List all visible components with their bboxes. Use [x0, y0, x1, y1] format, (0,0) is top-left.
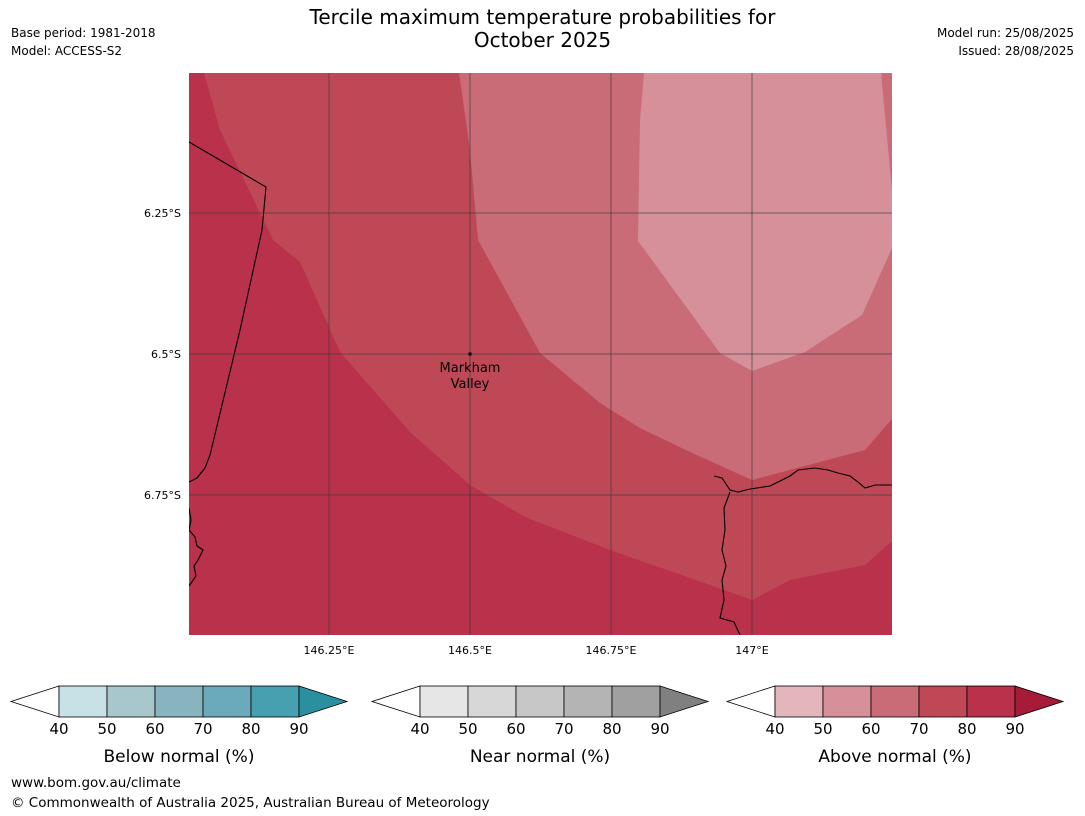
near-normal-colorbar-tick-label: 40 [410, 720, 429, 738]
below-normal-colorbar: 40 50 60 70 80 90 Below normal (%) [9, 685, 349, 767]
near-normal-colorbar-upper-extension [659, 685, 710, 718]
below-normal-colorbar-tick-label: 70 [193, 720, 212, 738]
place-label-line2: Valley [451, 377, 490, 392]
below-normal-colorbar-tick-label: 90 [289, 720, 308, 738]
markham-valley-marker [468, 352, 472, 356]
above-normal-colorbar-segment [870, 685, 920, 718]
near-normal-colorbar-segment [611, 685, 661, 718]
below-normal-colorbar-segment [250, 685, 300, 718]
above-normal-colorbar-segment [918, 685, 968, 718]
base-period-text: Base period: 1981-2018 [11, 26, 156, 40]
above-normal-colorbar-tick-label: 70 [909, 720, 928, 738]
lon-label-146-25: 146.25°E [304, 644, 355, 657]
colorbar-legends: 40 50 60 70 80 90 Below normal (%) 40 50 60 70 80 90… [9, 685, 1065, 767]
map-title-line2: October 2025 [473, 28, 612, 52]
near-normal-colorbar: 40 50 60 70 80 90 Near normal (%) [370, 685, 710, 767]
above-normal-colorbar: 40 50 60 70 80 90 Above normal (%) [725, 685, 1065, 767]
near-normal-colorbar-title: Near normal (%) [470, 747, 610, 767]
below-normal-colorbar-segment [202, 685, 252, 718]
west-coast [189, 507, 204, 587]
above-normal-colorbar-lower-extension [725, 685, 776, 718]
footer-url[interactable]: www.bom.gov.au/climate [11, 775, 181, 791]
below-normal-colorbar-tick-label: 60 [145, 720, 164, 738]
above-normal-50-60-region [638, 73, 892, 371]
below-normal-colorbar-segment [58, 685, 108, 718]
near-normal-colorbar-lower-extension [370, 685, 421, 718]
near-normal-colorbar-tick-label: 90 [650, 720, 669, 738]
above-normal-colorbar-tick-label: 80 [957, 720, 976, 738]
near-normal-colorbar-segment [467, 685, 517, 718]
meta-right: Model run: 25/08/2025 Issued: 28/08/2025 [937, 24, 1074, 60]
near-normal-colorbar-tick-label: 50 [458, 720, 477, 738]
model-run-text: Model run: 25/08/2025 [936, 26, 1074, 40]
below-normal-colorbar-upper-extension [298, 685, 349, 718]
near-normal-colorbar-tick-label: 60 [506, 720, 525, 738]
above-normal-colorbar-tick-label: 60 [861, 720, 880, 738]
lat-label-6-75: 6.75°S [144, 489, 181, 502]
place-label-line1: Markham [440, 361, 501, 376]
above-normal-colorbar-tick-label: 40 [765, 720, 784, 738]
above-normal-colorbar-segment [822, 685, 872, 718]
coastline [713, 467, 892, 493]
meta-left: Base period: 1981-2018 Model: ACCESS-S2 [11, 24, 156, 60]
below-normal-colorbar-title: Below normal (%) [104, 747, 255, 767]
above-normal-colorbar-title: Above normal (%) [818, 747, 971, 767]
lat-label-6-25: 6.25°S [144, 207, 181, 220]
near-normal-colorbar-segment [419, 685, 469, 718]
map-title-line1: Tercile maximum temperature probabilitie… [309, 5, 776, 29]
above-normal-colorbar-segment [774, 685, 824, 718]
below-normal-colorbar-segment [106, 685, 156, 718]
below-normal-colorbar-tick-label: 40 [49, 720, 68, 738]
near-normal-colorbar-segment [515, 685, 565, 718]
river [719, 491, 741, 635]
lon-label-147: 147°E [735, 644, 768, 657]
model-text: Model: ACCESS-S2 [11, 44, 123, 58]
footer-copyright: © Commonwealth of Australia 2025, Austra… [11, 795, 490, 811]
near-normal-colorbar-segment [563, 685, 613, 718]
lon-label-146-5: 146.5°E [448, 644, 492, 657]
above-normal-colorbar-segment [966, 685, 1016, 718]
below-normal-colorbar-tick-label: 50 [97, 720, 116, 738]
lon-label-146-75: 146.75°E [586, 644, 637, 657]
map-title: Tercile maximum temperature probabilitie… [0, 6, 1085, 52]
province-boundary [189, 141, 267, 483]
above-normal-colorbar-upper-extension [1014, 685, 1065, 718]
issued-text: Issued: 28/08/2025 [958, 44, 1074, 58]
near-normal-colorbar-tick-label: 70 [554, 720, 573, 738]
below-normal-colorbar-tick-label: 80 [241, 720, 260, 738]
above-normal-colorbar-tick-label: 90 [1005, 720, 1024, 738]
below-normal-colorbar-segment [154, 685, 204, 718]
lat-label-6-5: 6.5°S [151, 348, 181, 361]
below-normal-colorbar-lower-extension [9, 685, 60, 718]
above-normal-colorbar-tick-label: 50 [813, 720, 832, 738]
near-normal-colorbar-tick-label: 80 [602, 720, 621, 738]
